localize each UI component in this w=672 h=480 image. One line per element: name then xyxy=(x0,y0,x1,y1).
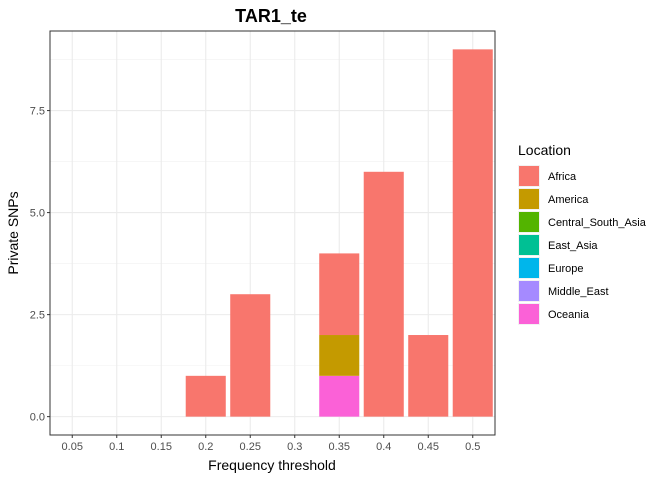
legend-label: Europe xyxy=(548,263,583,275)
legend-swatch xyxy=(519,258,539,278)
x-tick-label: 0.4 xyxy=(376,441,391,453)
x-tick-label: 0.45 xyxy=(418,441,439,453)
bar-segment-africa xyxy=(319,253,360,336)
legend-swatch xyxy=(519,304,539,324)
bar-segment-africa xyxy=(185,375,226,417)
x-axis-title: Frequency threshold xyxy=(208,457,336,473)
legend: Location Africa America Central_South_Asia… xyxy=(518,142,647,325)
y-axis: 0.0 2.5 5.0 7.5 xyxy=(30,106,50,424)
bars xyxy=(185,49,493,417)
x-tick-label: 0.05 xyxy=(62,441,83,453)
y-tick-label: 7.5 xyxy=(30,106,45,118)
bar-segment-america xyxy=(319,335,360,376)
x-tick-label: 0.5 xyxy=(465,441,480,453)
bar-segment-africa xyxy=(363,171,404,417)
legend-label: Africa xyxy=(548,171,577,183)
x-tick-label: 0.15 xyxy=(151,441,172,453)
bar-segment-oceania xyxy=(319,375,360,417)
legend-swatch xyxy=(519,212,539,232)
x-tick-label: 0.2 xyxy=(198,441,213,453)
legend-label: East_Asia xyxy=(548,240,598,252)
y-axis-title: Private SNPs xyxy=(5,191,21,274)
legend-title: Location xyxy=(518,142,571,158)
y-tick-label: 0.0 xyxy=(30,412,45,424)
x-axis: 0.05 0.1 0.15 0.2 0.25 0.3 0.35 0.4 0.45 0.5 xyxy=(62,435,480,453)
x-tick-label: 0.35 xyxy=(329,441,350,453)
bar-segment-africa xyxy=(408,335,449,417)
x-tick-label: 0.1 xyxy=(109,441,124,453)
x-tick-label: 0.3 xyxy=(287,441,302,453)
legend-label: America xyxy=(548,194,589,206)
legend-swatch xyxy=(519,281,539,301)
legend-label: Oceania xyxy=(548,309,590,321)
grid-lines xyxy=(50,31,495,435)
legend-swatch xyxy=(519,235,539,255)
legend-label: Central_South_Asia xyxy=(548,217,647,229)
bar-segment-africa xyxy=(452,49,493,417)
plot-border xyxy=(49,30,496,436)
legend-label: Middle_East xyxy=(548,286,609,298)
x-tick-label: 0.25 xyxy=(240,441,261,453)
legend-swatch xyxy=(519,166,539,186)
legend-swatch xyxy=(519,189,539,209)
bar-segment-africa xyxy=(230,294,271,417)
y-tick-label: 2.5 xyxy=(30,310,45,322)
y-tick-label: 5.0 xyxy=(30,208,45,220)
chart-title: TAR1_te xyxy=(235,6,307,26)
